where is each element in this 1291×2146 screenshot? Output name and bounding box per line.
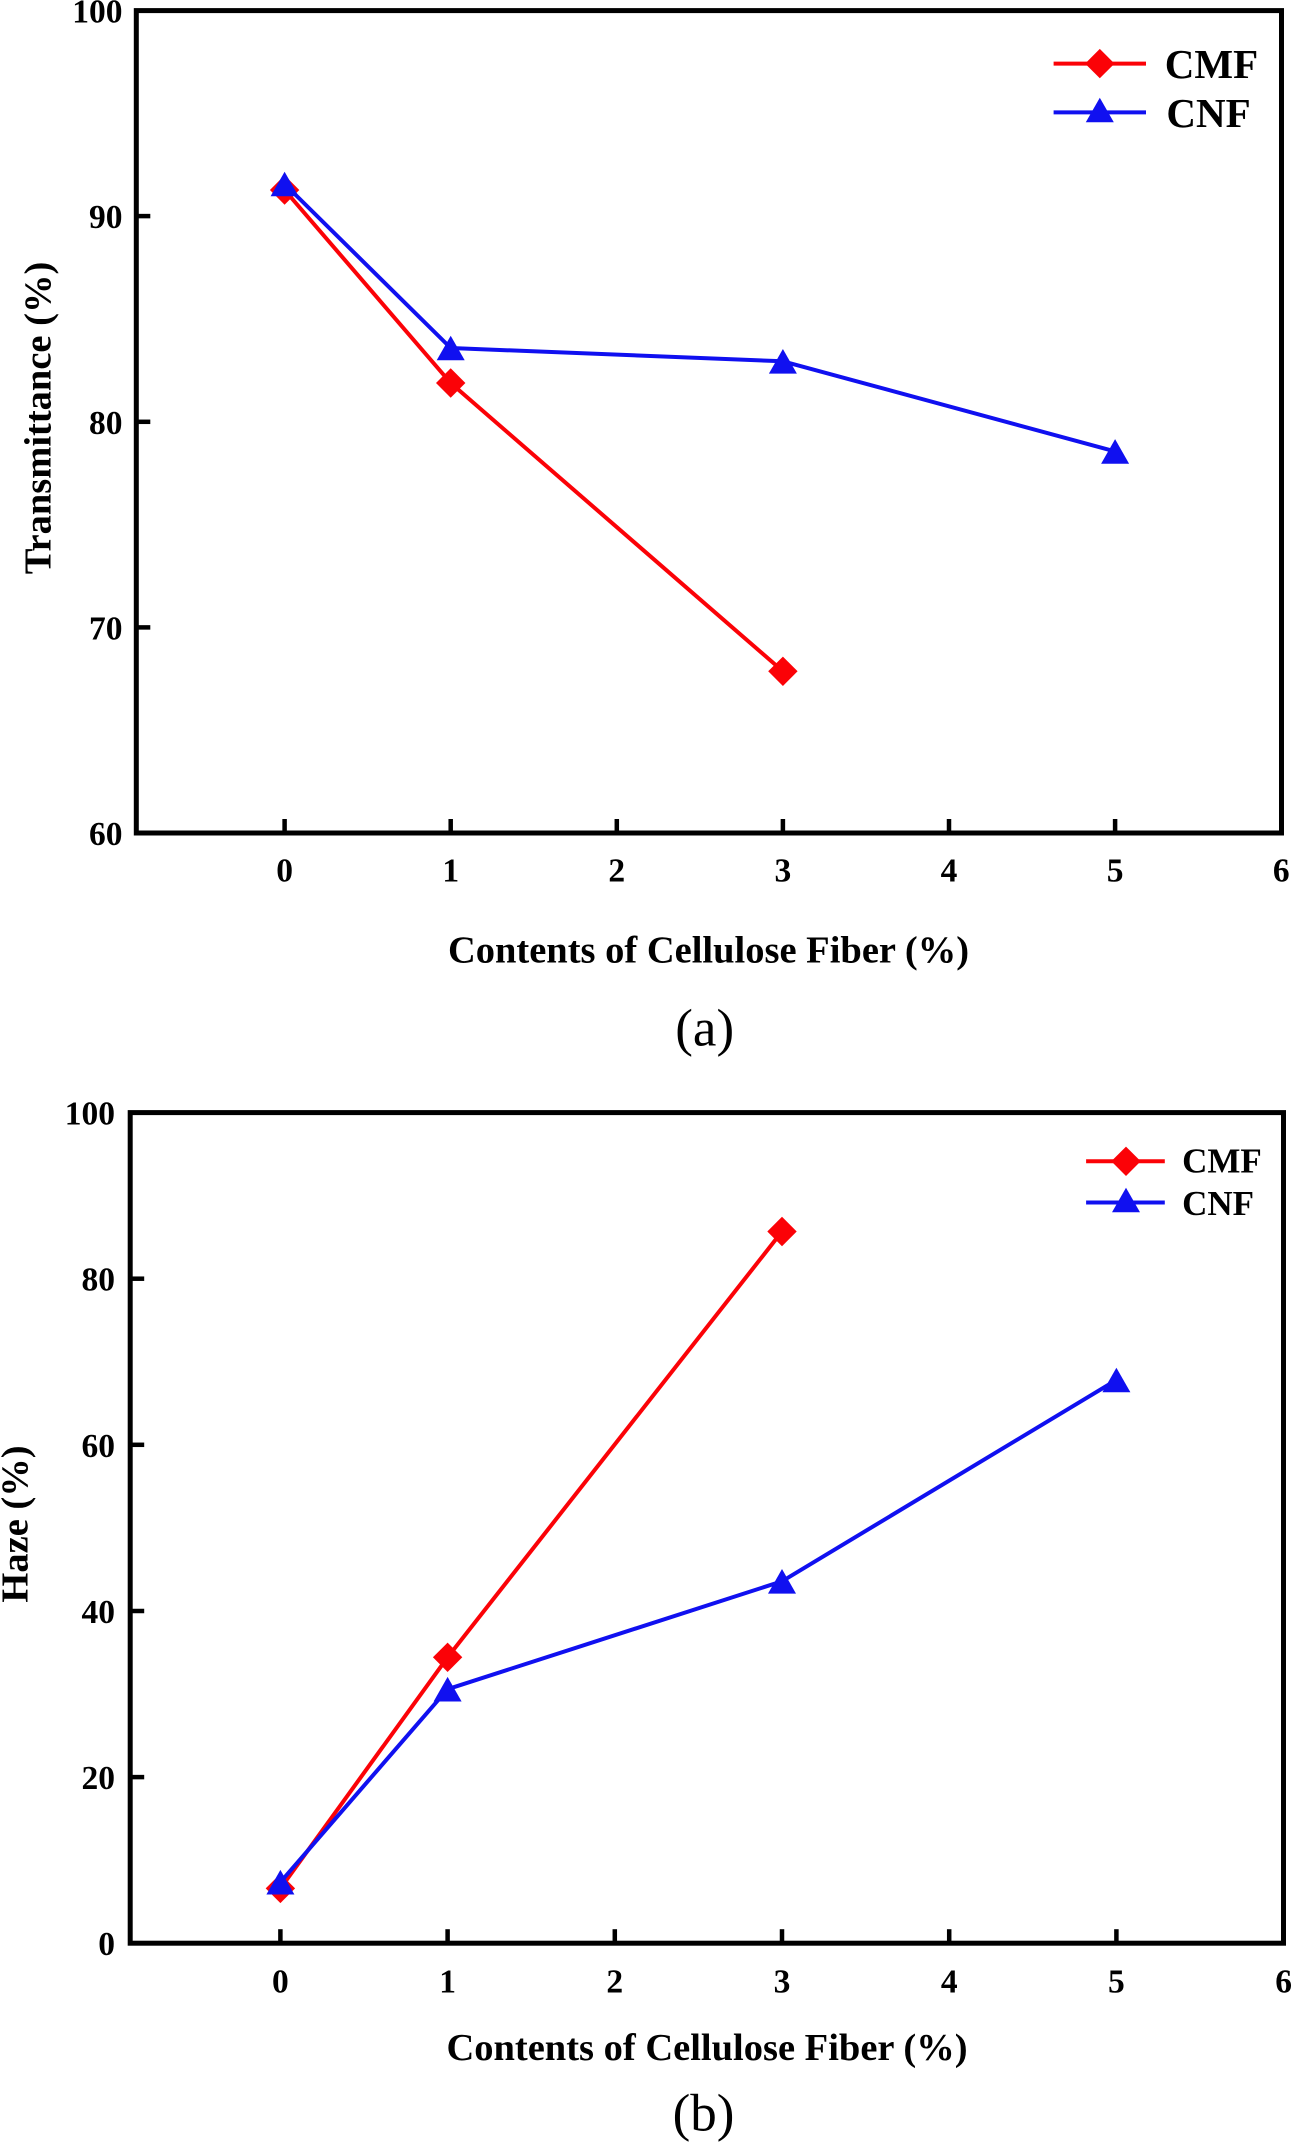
svg-text:CMF: CMF: [1165, 41, 1258, 87]
svg-text:3: 3: [774, 1963, 791, 2000]
svg-text:0: 0: [98, 1926, 115, 1963]
svg-text:6: 6: [1273, 853, 1290, 890]
svg-text:(a): (a): [675, 1000, 734, 1058]
svg-text:Haze (%): Haze (%): [0, 1445, 37, 1602]
svg-text:4: 4: [941, 1963, 958, 2000]
svg-text:4: 4: [941, 853, 958, 890]
svg-text:0: 0: [272, 1963, 289, 2000]
svg-text:5: 5: [1107, 853, 1124, 890]
svg-text:100: 100: [72, 0, 122, 31]
svg-text:3: 3: [775, 853, 792, 890]
svg-text:2: 2: [608, 853, 625, 890]
svg-text:(b): (b): [673, 2085, 735, 2143]
svg-text:6: 6: [1275, 1963, 1291, 2000]
svg-text:1: 1: [442, 853, 459, 890]
svg-text:1: 1: [439, 1963, 456, 2000]
svg-text:80: 80: [82, 1262, 116, 1299]
svg-text:80: 80: [89, 405, 123, 442]
svg-text:5: 5: [1108, 1963, 1125, 2000]
svg-text:Transmittance (%): Transmittance (%): [18, 262, 60, 575]
svg-text:60: 60: [89, 816, 123, 853]
svg-text:90: 90: [89, 199, 123, 236]
svg-text:Contents of Cellulose Fiber (%: Contents of Cellulose Fiber (%): [448, 929, 969, 971]
svg-text:60: 60: [82, 1428, 116, 1465]
svg-text:40: 40: [82, 1594, 116, 1631]
svg-text:Contents of Cellulose Fiber (%: Contents of Cellulose Fiber (%): [446, 2027, 967, 2069]
svg-text:CNF: CNF: [1166, 90, 1250, 136]
svg-text:0: 0: [276, 853, 293, 890]
svg-text:100: 100: [65, 1096, 115, 1133]
svg-text:CMF: CMF: [1182, 1142, 1262, 1181]
svg-text:70: 70: [89, 610, 123, 647]
svg-text:20: 20: [82, 1760, 116, 1797]
svg-text:CNF: CNF: [1182, 1184, 1254, 1223]
svg-text:2: 2: [606, 1963, 623, 2000]
